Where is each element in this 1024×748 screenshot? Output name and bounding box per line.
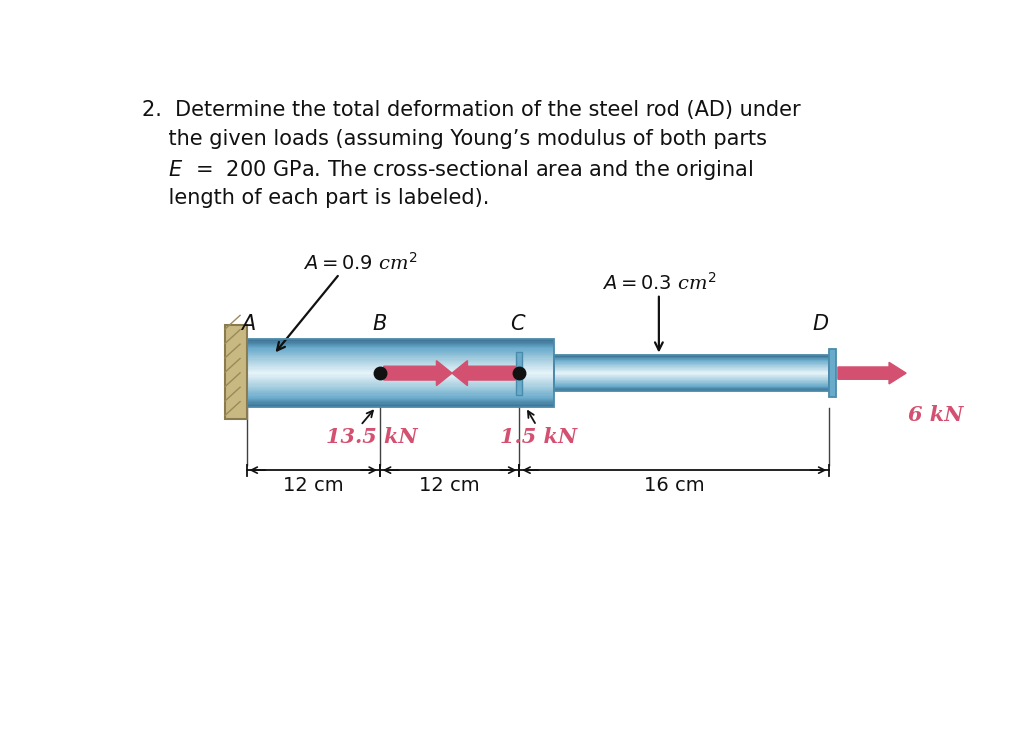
Bar bbox=[247, 342, 554, 343]
Bar bbox=[247, 398, 554, 399]
Bar bbox=[247, 365, 554, 367]
Bar bbox=[247, 392, 554, 393]
Bar bbox=[247, 400, 554, 402]
Bar bbox=[247, 374, 554, 375]
Text: $D$: $D$ bbox=[812, 314, 828, 334]
Bar bbox=[247, 343, 554, 344]
Bar bbox=[247, 363, 554, 364]
Text: $B$: $B$ bbox=[373, 314, 387, 334]
Bar bbox=[247, 369, 554, 370]
Text: 16 cm: 16 cm bbox=[644, 476, 705, 494]
Bar bbox=[247, 346, 554, 347]
Bar bbox=[247, 354, 554, 355]
Bar bbox=[247, 364, 554, 365]
Text: 13.5 kN: 13.5 kN bbox=[327, 427, 418, 447]
Text: length of each part is labeled).: length of each part is labeled). bbox=[142, 188, 489, 207]
Text: $A$: $A$ bbox=[241, 314, 256, 334]
Bar bbox=[247, 349, 554, 351]
Text: 12 cm: 12 cm bbox=[419, 476, 480, 494]
Bar bbox=[247, 376, 554, 378]
Text: 12 cm: 12 cm bbox=[283, 476, 343, 494]
Bar bbox=[247, 393, 554, 395]
Bar bbox=[247, 355, 554, 356]
Bar bbox=[247, 367, 554, 369]
Text: $A = 0.9\ \mathregular{cm}^2$: $A = 0.9\ \mathregular{cm}^2$ bbox=[303, 252, 418, 274]
Bar bbox=[247, 397, 554, 398]
Bar bbox=[247, 362, 554, 363]
Text: 2.  Determine the total deformation of the steel rod (AD) under: 2. Determine the total deformation of th… bbox=[142, 99, 801, 120]
Bar bbox=[247, 384, 554, 385]
Bar bbox=[247, 371, 554, 372]
Bar bbox=[247, 390, 554, 391]
Bar bbox=[247, 340, 554, 342]
Bar bbox=[247, 375, 554, 376]
Bar bbox=[247, 370, 554, 371]
Bar bbox=[247, 402, 554, 404]
Bar bbox=[247, 406, 554, 407]
Bar bbox=[247, 373, 554, 374]
Bar bbox=[829, 349, 836, 397]
Bar bbox=[247, 395, 554, 396]
Bar bbox=[247, 347, 554, 349]
FancyArrow shape bbox=[838, 362, 906, 384]
Bar bbox=[247, 345, 554, 346]
Bar bbox=[247, 387, 554, 389]
Text: $E$  =  200 GPa. The cross-sectional area and the original: $E$ = 200 GPa. The cross-sectional area … bbox=[142, 159, 754, 183]
Bar bbox=[516, 352, 522, 395]
Bar bbox=[247, 391, 554, 392]
Bar bbox=[247, 358, 554, 360]
Bar bbox=[247, 340, 554, 407]
Bar bbox=[247, 360, 554, 361]
Bar bbox=[247, 352, 554, 353]
Text: $A = 0.3\ \mathregular{cm}^2$: $A = 0.3\ \mathregular{cm}^2$ bbox=[602, 272, 716, 294]
Text: 1.5 kN: 1.5 kN bbox=[500, 427, 578, 447]
Bar bbox=[247, 382, 554, 383]
Bar bbox=[225, 325, 247, 420]
Bar bbox=[247, 353, 554, 354]
Bar bbox=[247, 361, 554, 362]
Bar bbox=[247, 344, 554, 345]
Bar bbox=[247, 405, 554, 406]
Bar bbox=[554, 355, 829, 391]
Bar bbox=[247, 399, 554, 400]
Bar bbox=[247, 380, 554, 381]
Bar bbox=[247, 381, 554, 382]
Bar bbox=[247, 389, 554, 390]
Text: 6 kN: 6 kN bbox=[908, 405, 964, 426]
Bar bbox=[247, 372, 554, 373]
Bar bbox=[247, 356, 554, 358]
Bar bbox=[247, 378, 554, 380]
FancyArrow shape bbox=[384, 361, 452, 386]
Bar bbox=[247, 404, 554, 405]
Text: $C$: $C$ bbox=[510, 314, 526, 334]
Bar bbox=[247, 351, 554, 352]
Text: the given loads (assuming Young’s modulus of both parts: the given loads (assuming Young’s modulu… bbox=[142, 129, 767, 149]
Bar bbox=[247, 396, 554, 397]
FancyArrow shape bbox=[452, 361, 515, 386]
Bar bbox=[247, 383, 554, 384]
Bar bbox=[247, 385, 554, 387]
